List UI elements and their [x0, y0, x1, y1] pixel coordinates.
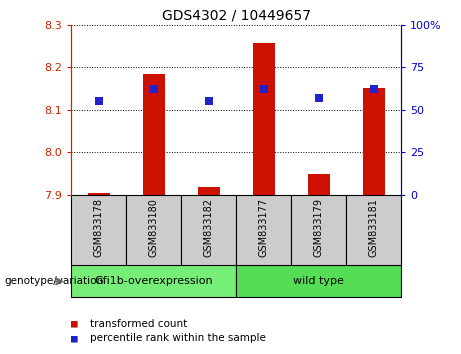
Bar — [307, 174, 330, 195]
Bar — [143, 74, 165, 195]
Text: GSM833180: GSM833180 — [149, 198, 159, 257]
Bar — [253, 42, 275, 195]
Bar — [291, 195, 346, 266]
Text: wild type: wild type — [293, 276, 344, 286]
Text: GSM833177: GSM833177 — [259, 198, 269, 257]
Text: GSM833179: GSM833179 — [313, 198, 324, 257]
Point — [315, 95, 322, 101]
Bar — [363, 88, 384, 195]
Text: transformed count: transformed count — [90, 319, 187, 329]
Text: ■: ■ — [71, 333, 78, 343]
Text: GSM833178: GSM833178 — [94, 198, 104, 257]
Text: Gfi1b-overexpression: Gfi1b-overexpression — [95, 276, 213, 286]
Bar — [236, 195, 291, 266]
Point — [205, 98, 213, 104]
Bar — [198, 187, 220, 195]
Bar — [126, 195, 181, 266]
Bar — [71, 266, 236, 297]
Bar — [346, 195, 401, 266]
Text: GSM833181: GSM833181 — [369, 198, 378, 257]
Point — [95, 98, 103, 104]
Title: GDS4302 / 10449657: GDS4302 / 10449657 — [162, 8, 311, 22]
Bar — [181, 195, 236, 266]
Point — [370, 86, 377, 92]
Text: percentile rank within the sample: percentile rank within the sample — [90, 333, 266, 343]
Text: ■: ■ — [71, 319, 78, 329]
Point — [150, 86, 158, 92]
Bar — [88, 193, 110, 195]
Text: GSM833182: GSM833182 — [204, 198, 214, 257]
Text: genotype/variation: genotype/variation — [5, 276, 104, 286]
Point — [260, 86, 267, 92]
Bar — [71, 195, 126, 266]
Bar — [236, 266, 401, 297]
